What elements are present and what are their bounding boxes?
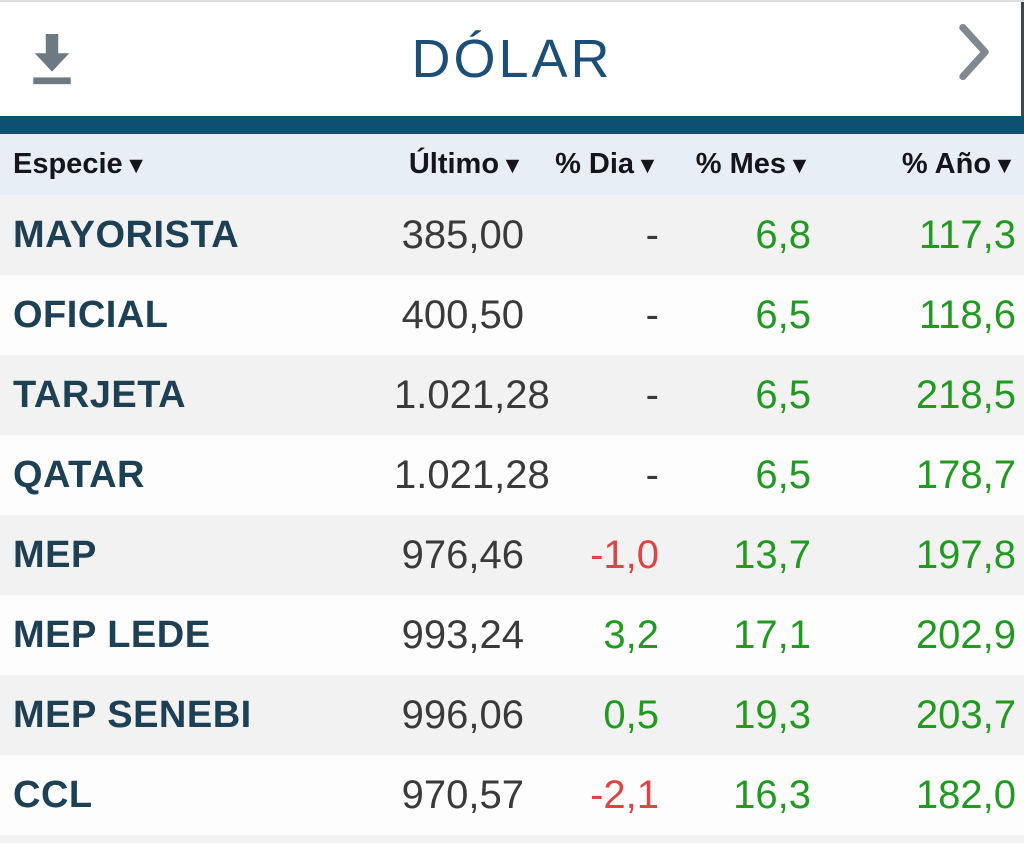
table-row[interactable]: TARJETA 1.021,28 - 6,5 218,5 bbox=[0, 355, 1024, 435]
cell-ano: 218,5 bbox=[915, 372, 1016, 417]
cell-dia: -2,1 bbox=[590, 772, 659, 817]
cell-dia: -1,0 bbox=[590, 532, 659, 577]
table-row[interactable]: QATAR 1.021,28 - 6,5 178,7 bbox=[0, 435, 1024, 515]
cell-ano: 203,7 bbox=[915, 692, 1016, 737]
cell-ano: 118,6 bbox=[918, 292, 1016, 337]
cell-mes: 6,8 bbox=[755, 212, 811, 257]
cell-especie: MEP bbox=[13, 533, 97, 576]
cell-mes: 13,7 bbox=[733, 532, 811, 577]
cell-especie: CCL bbox=[13, 773, 93, 816]
next-panel-button[interactable] bbox=[950, 22, 998, 84]
cell-mes: 6,5 bbox=[755, 292, 811, 337]
cell-especie: MEP LEDE bbox=[13, 613, 211, 656]
table-row[interactable]: CCL 970,57 -2,1 16,3 182,0 bbox=[0, 755, 1024, 835]
accent-bar bbox=[0, 116, 1024, 134]
table-body: MAYORISTA 385,00 - 6,8 117,3 OFICIAL 400,50 - 6,… bbox=[0, 195, 1024, 835]
column-label: % Año bbox=[901, 148, 992, 180]
column-label: Especie bbox=[13, 148, 123, 180]
chevron-right-icon bbox=[956, 23, 992, 84]
cell-mes: 17,1 bbox=[733, 612, 811, 657]
table-row[interactable]: MAYORISTA 385,00 - 6,8 117,3 bbox=[0, 195, 1024, 275]
table-row[interactable]: MEP SENEBI 996,06 0,5 19,3 203,7 bbox=[0, 675, 1024, 755]
panel-title: DÓLAR bbox=[411, 29, 613, 89]
table-row[interactable]: MEP 976,46 -1,0 13,7 197,8 bbox=[0, 515, 1024, 595]
cell-ultimo: 993,24 bbox=[401, 612, 524, 657]
adjacent-panel-edge bbox=[1021, 2, 1024, 116]
sort-desc-icon: ▼ bbox=[636, 152, 659, 178]
column-header-dia[interactable]: % Dia▼ bbox=[524, 148, 659, 181]
column-header-mes[interactable]: % Mes▼ bbox=[659, 148, 811, 181]
cell-especie: TARJETA bbox=[13, 373, 187, 416]
cell-mes: 6,5 bbox=[755, 452, 811, 497]
cell-dia: - bbox=[645, 452, 659, 497]
cell-ultimo: 996,06 bbox=[401, 692, 524, 737]
cell-especie: MEP SENEBI bbox=[13, 693, 252, 736]
column-header-ano[interactable]: % Año▼ bbox=[811, 148, 1016, 181]
sort-desc-icon: ▼ bbox=[501, 152, 524, 178]
download-button[interactable] bbox=[20, 26, 84, 92]
next-row-sliver bbox=[0, 835, 1024, 843]
cell-ano: 202,9 bbox=[915, 612, 1016, 657]
cell-dia: - bbox=[645, 292, 659, 337]
column-header-especie[interactable]: Especie▼ bbox=[13, 148, 394, 181]
cell-dia: - bbox=[645, 212, 659, 257]
sort-desc-icon: ▼ bbox=[788, 152, 811, 178]
sort-desc-icon: ▼ bbox=[993, 152, 1016, 178]
cell-dia: 0,5 bbox=[603, 692, 659, 737]
cell-ultimo: 1.021,28 bbox=[394, 372, 550, 417]
cell-ano: 117,3 bbox=[918, 212, 1016, 257]
download-icon bbox=[23, 28, 81, 91]
cell-mes: 19,3 bbox=[733, 692, 811, 737]
cell-ultimo: 385,00 bbox=[401, 212, 524, 257]
cell-ultimo: 970,57 bbox=[401, 772, 524, 817]
cell-especie: MAYORISTA bbox=[13, 213, 240, 256]
cell-mes: 16,3 bbox=[733, 772, 811, 817]
table-row[interactable]: MEP LEDE 993,24 3,2 17,1 202,9 bbox=[0, 595, 1024, 675]
cell-mes: 6,5 bbox=[755, 372, 811, 417]
panel-header: DÓLAR bbox=[0, 2, 1024, 116]
cell-especie: OFICIAL bbox=[13, 293, 169, 336]
cell-especie: QATAR bbox=[13, 453, 145, 496]
column-label: % Dia bbox=[555, 148, 635, 180]
cell-ano: 182,0 bbox=[915, 772, 1016, 817]
cell-ultimo: 400,50 bbox=[401, 292, 524, 337]
table-header: Especie▼ Último▼% Dia▼% Mes▼% Año▼ bbox=[0, 134, 1024, 195]
column-label: % Mes bbox=[695, 148, 787, 180]
column-label: Último bbox=[408, 148, 500, 180]
table-row[interactable]: OFICIAL 400,50 - 6,5 118,6 bbox=[0, 275, 1024, 355]
column-header-ultimo[interactable]: Último▼ bbox=[394, 148, 524, 181]
cell-ano: 178,7 bbox=[915, 452, 1016, 497]
cell-ultimo: 976,46 bbox=[401, 532, 524, 577]
sort-desc-icon: ▼ bbox=[124, 152, 148, 178]
cell-ano: 197,8 bbox=[915, 532, 1016, 577]
cell-dia: - bbox=[645, 372, 659, 417]
cell-dia: 3,2 bbox=[603, 612, 659, 657]
cell-ultimo: 1.021,28 bbox=[394, 452, 550, 497]
